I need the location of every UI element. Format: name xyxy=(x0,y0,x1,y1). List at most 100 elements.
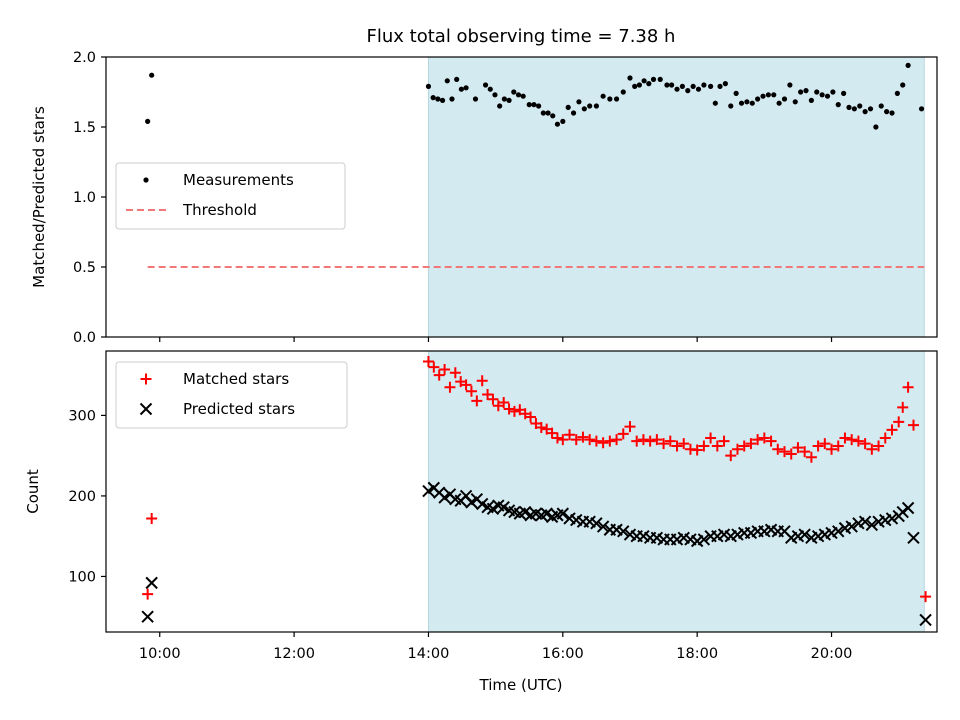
data-point xyxy=(476,375,488,387)
data-point xyxy=(814,89,820,95)
data-point xyxy=(644,435,656,447)
chart-title: Flux total observing time = 7.38 h xyxy=(367,26,676,47)
data-point xyxy=(758,432,770,444)
data-point xyxy=(901,501,915,515)
legend-label: Predicted stars xyxy=(183,400,295,418)
data-point xyxy=(556,507,570,520)
data-point xyxy=(515,92,522,98)
legend-marker xyxy=(143,177,149,183)
data-point xyxy=(465,385,477,397)
data-point xyxy=(545,110,551,116)
data-point xyxy=(845,520,858,533)
data-point xyxy=(862,109,868,115)
data-point xyxy=(733,90,739,96)
data-point xyxy=(646,81,652,87)
data-point xyxy=(839,432,851,444)
y-tick-label: 0.5 xyxy=(73,260,96,276)
data-point xyxy=(637,434,649,446)
legend-label: Matched stars xyxy=(183,370,289,388)
data-point xyxy=(463,85,469,91)
data-point xyxy=(745,438,757,450)
data-point xyxy=(650,76,657,82)
data-point xyxy=(590,517,603,530)
data-point xyxy=(879,432,891,444)
y-tick-label: 100 xyxy=(68,569,96,585)
data-point xyxy=(482,388,494,400)
data-point xyxy=(570,434,582,446)
data-point xyxy=(435,96,441,102)
data-point xyxy=(508,405,520,417)
y-tick-label: 300 xyxy=(68,408,96,424)
data-point xyxy=(439,364,451,376)
data-point xyxy=(430,95,436,101)
data-point xyxy=(611,434,623,446)
data-point xyxy=(526,102,532,108)
data-point xyxy=(557,434,569,446)
data-point xyxy=(873,440,885,452)
data-point xyxy=(846,104,852,110)
data-point xyxy=(832,525,845,538)
data-point xyxy=(812,440,824,452)
data-point xyxy=(428,361,440,373)
data-point xyxy=(690,83,696,89)
data-point xyxy=(905,62,911,68)
data-point xyxy=(141,610,154,623)
count-panel: 100 200 300 10:00 12:00 14:00 16:00 18:00 20:00 C… xyxy=(24,350,938,662)
data-point xyxy=(819,438,831,450)
data-point xyxy=(712,100,718,106)
data-point xyxy=(873,124,879,130)
data-point xyxy=(551,432,563,444)
legend: Matched stars Predicted stars xyxy=(115,361,348,429)
data-point xyxy=(501,96,507,102)
data-point xyxy=(725,450,737,462)
data-point xyxy=(472,96,479,102)
series-predicted-stars xyxy=(141,481,932,627)
data-point xyxy=(781,96,788,102)
data-point xyxy=(867,106,874,112)
data-point xyxy=(902,381,914,393)
data-point xyxy=(444,78,450,84)
data-point xyxy=(145,118,151,124)
data-point xyxy=(835,102,841,108)
data-point xyxy=(787,82,793,88)
x-tick-label: 10:00 xyxy=(139,646,181,662)
data-point xyxy=(765,435,777,447)
plot-data-layer xyxy=(145,62,925,268)
data-point xyxy=(859,438,871,450)
data-point xyxy=(738,100,745,106)
data-point xyxy=(907,419,919,431)
data-point xyxy=(918,106,925,112)
data-point xyxy=(425,83,432,89)
data-point xyxy=(554,121,561,127)
data-point xyxy=(550,113,556,119)
data-point xyxy=(830,89,836,95)
data-point xyxy=(841,90,847,96)
data-point xyxy=(657,76,663,82)
legend-label: Threshold xyxy=(182,201,257,219)
observing-window-shade xyxy=(428,351,925,632)
data-point xyxy=(546,427,558,439)
data-point xyxy=(889,110,895,116)
data-point xyxy=(679,83,685,89)
data-point xyxy=(779,446,791,458)
data-point xyxy=(492,92,498,98)
data-point xyxy=(697,533,711,546)
data-point xyxy=(744,99,750,105)
data-point xyxy=(798,528,811,541)
data-point xyxy=(604,435,616,447)
data-point xyxy=(865,518,879,532)
data-point xyxy=(564,429,576,441)
data-point xyxy=(717,83,723,89)
data-point xyxy=(808,97,814,103)
data-point xyxy=(752,434,764,446)
data-point xyxy=(641,78,647,84)
data-point xyxy=(749,100,755,106)
data-point xyxy=(632,83,638,89)
y-axis-label: Matched/Predicted stars xyxy=(30,106,48,288)
data-point xyxy=(771,92,777,98)
data-point xyxy=(664,82,670,88)
data-point xyxy=(858,515,872,528)
data-point xyxy=(658,438,670,450)
data-point xyxy=(705,432,717,444)
